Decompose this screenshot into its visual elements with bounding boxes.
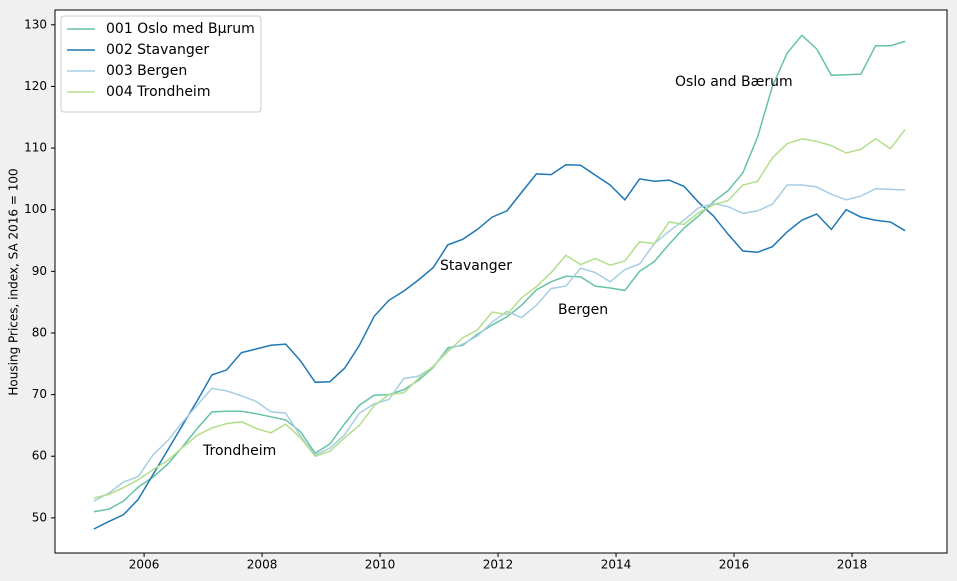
- annotation: Oslo and Bærum: [675, 74, 793, 90]
- x-tick-label: 2016: [719, 558, 750, 572]
- series-line: [93, 34, 906, 513]
- legend-label: 003 Bergen: [106, 63, 187, 79]
- x-tick-label: 2006: [129, 558, 160, 572]
- axes-frame: [54, 9, 948, 554]
- annotation: Trondheim: [202, 443, 276, 459]
- x-tick-label: 2010: [365, 558, 396, 572]
- y-tick-label: 50: [32, 510, 47, 524]
- y-tick-label: 130: [24, 17, 47, 31]
- y-tick-label: 90: [32, 264, 47, 278]
- series-line: [93, 129, 906, 499]
- legend-box: [60, 15, 262, 113]
- legend-label: 001 Oslo med Bµrum: [106, 21, 255, 37]
- x-tick-label: 2012: [483, 558, 514, 572]
- series-line: [93, 163, 906, 530]
- x-tick-label: 2014: [601, 558, 632, 572]
- y-tick-label: 120: [24, 79, 47, 93]
- annotation: Stavanger: [440, 258, 512, 274]
- y-tick-label: 60: [32, 449, 47, 463]
- legend-label: 004 Trondheim: [106, 84, 210, 100]
- y-tick-label: 110: [24, 141, 47, 155]
- y-tick-label: 80: [32, 325, 47, 339]
- y-tick-label: 70: [32, 387, 47, 401]
- x-tick-label: 2008: [247, 558, 278, 572]
- y-tick-label: 100: [24, 202, 47, 216]
- series-line: [93, 184, 906, 502]
- legend-label: 002 Stavanger: [106, 42, 209, 58]
- y-axis-label: Housing Prices, index, SA 2016 = 100: [7, 168, 21, 395]
- x-tick-label: 2018: [837, 558, 868, 572]
- annotation: Bergen: [558, 302, 608, 318]
